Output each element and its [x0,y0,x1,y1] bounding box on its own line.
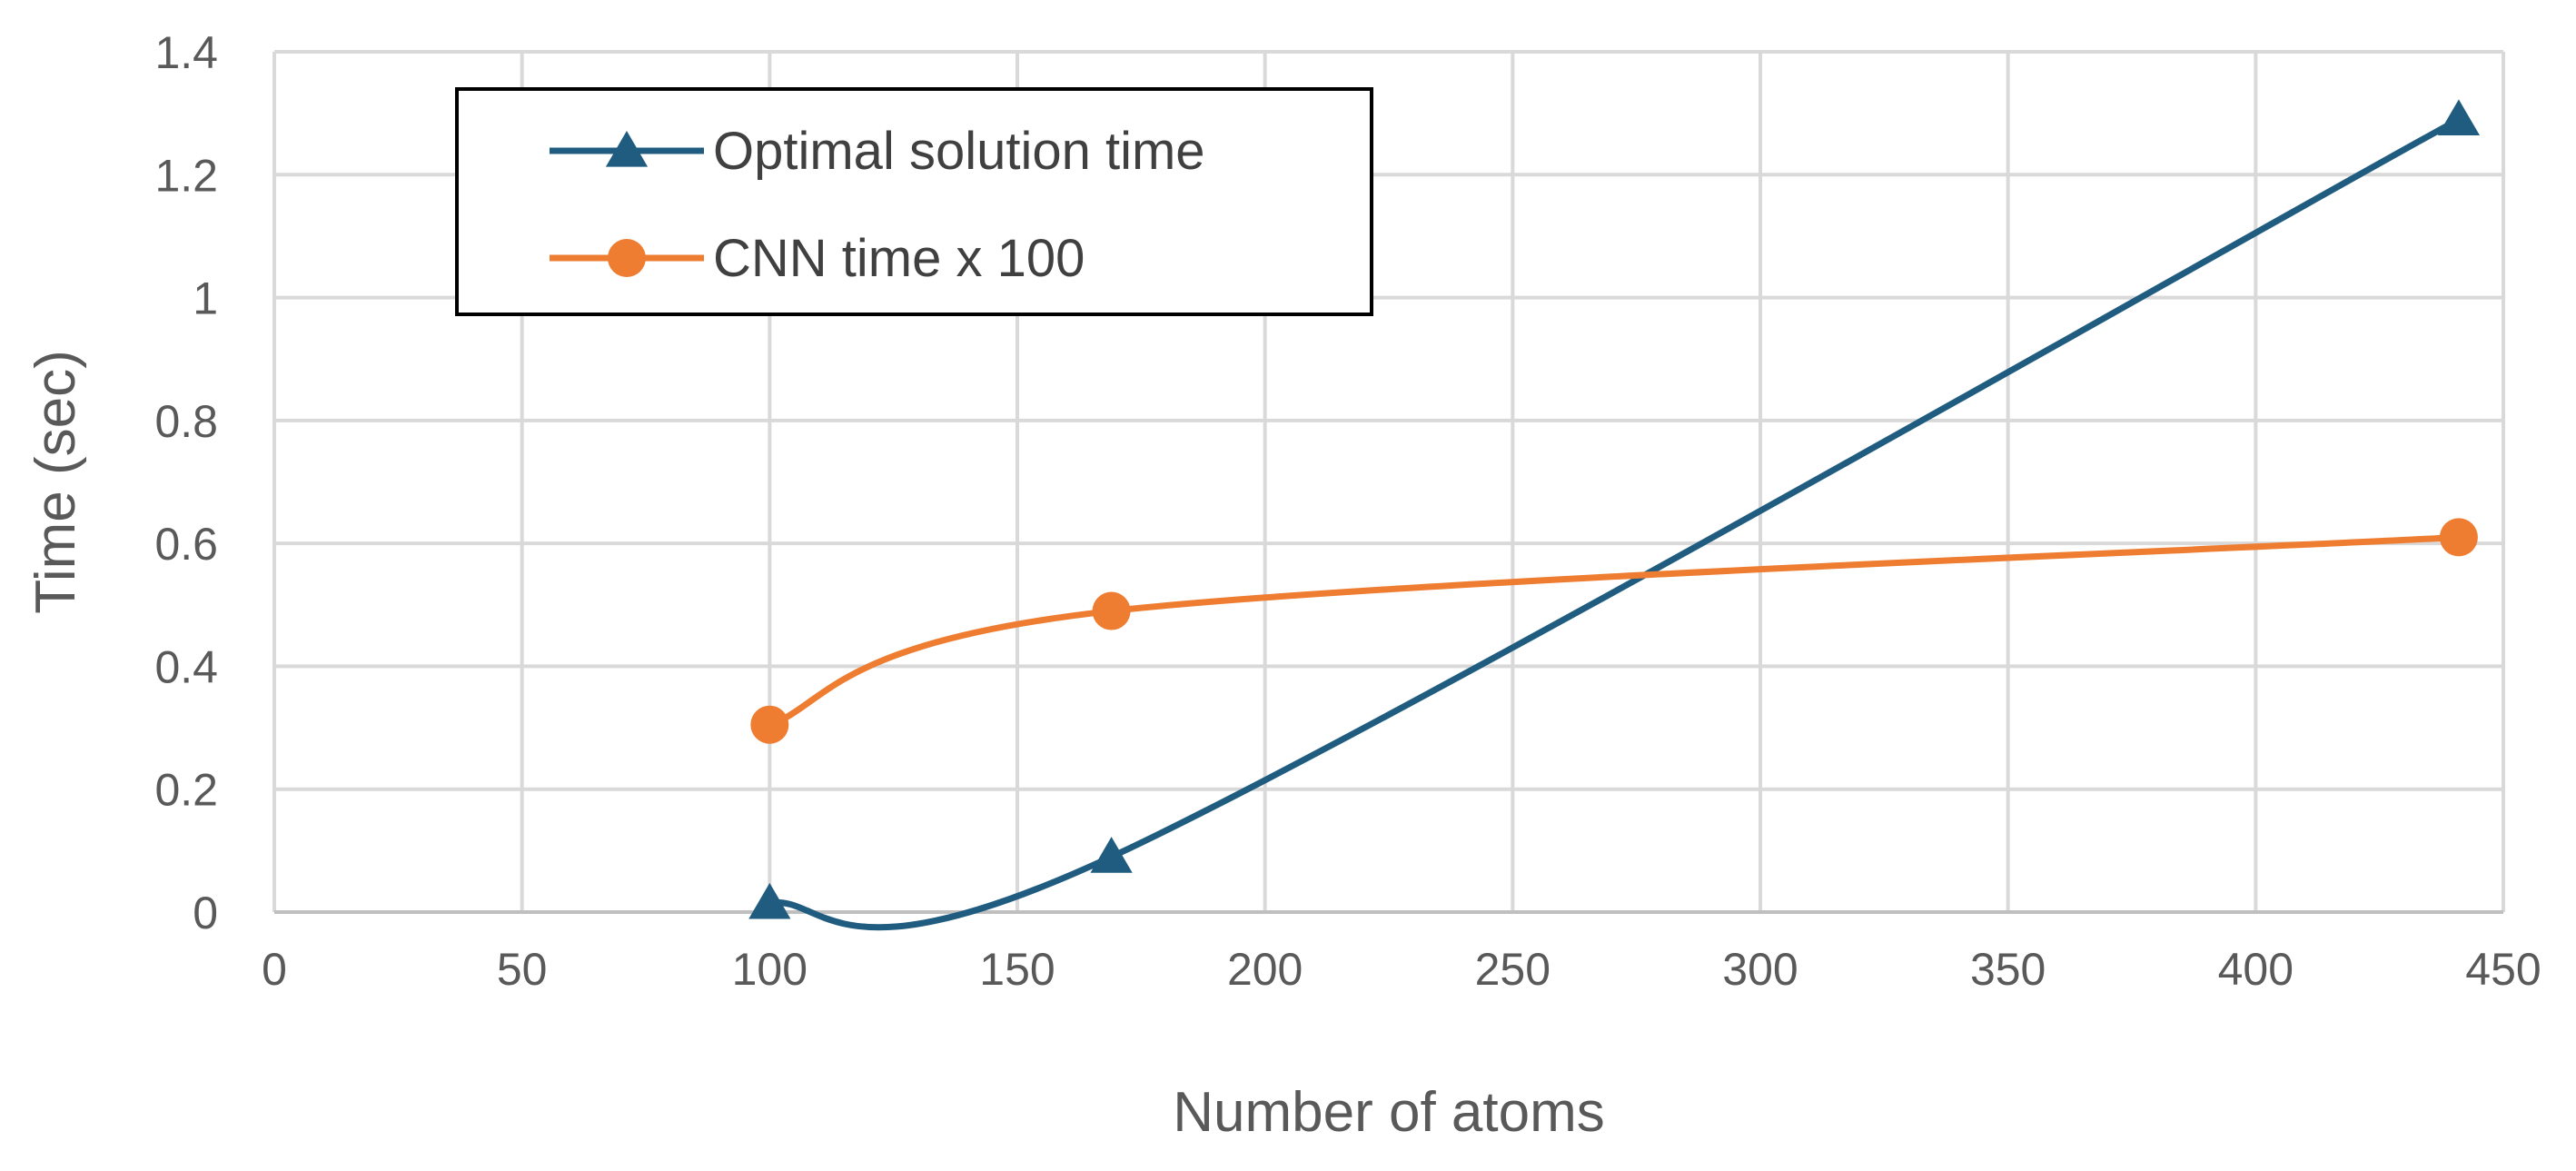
x-tick-label: 350 [1970,944,2046,995]
y-tick-label: 0.6 [154,519,218,570]
circle-marker-icon [608,239,646,277]
series-1 [748,99,2481,931]
triangle-marker-icon [605,131,649,167]
x-tick-label: 200 [1227,944,1303,995]
y-tick-label: 0.8 [154,396,218,447]
x-tick-label: 150 [979,944,1055,995]
legend-label: CNN time x 100 [713,229,1085,288]
series-2 [750,518,2478,744]
tick-labels: 0 50 100 150 200 250 300 350 400 450 0 0.2 0.4 0.6 0.8… [154,27,2541,995]
x-tick-label: 400 [2218,944,2294,995]
x-tick-label: 300 [1722,944,1798,995]
data-point [2439,518,2478,557]
y-tick-label: 1 [193,273,218,324]
data-point [1090,837,1133,873]
series-line [766,115,2462,931]
legend-item: CNN time x 100 [550,229,1085,288]
legend-label: Optimal solution time [713,122,1205,181]
x-axis-title: Number of atoms [1173,1081,1605,1144]
x-tick-label: 0 [262,944,287,995]
y-tick-label: 1.4 [154,27,218,78]
data-point [2437,99,2481,136]
x-tick-label: 50 [497,944,548,995]
data-point [1092,591,1131,630]
x-tick-label: 250 [1475,944,1551,995]
series-group [748,99,2481,931]
y-tick-label: 0.2 [154,765,218,816]
legend: Optimal solution time CNN time x 100 [455,87,1373,316]
data-point [750,705,789,744]
y-tick-label: 1.2 [154,150,218,201]
y-axis-title: Time (sec) [25,350,87,613]
x-tick-label: 100 [732,944,807,995]
data-point [748,882,791,919]
y-tick-label: 0.4 [154,641,218,692]
legend-box [455,87,1373,316]
series-line [766,533,2462,729]
legend-item: Optimal solution time [550,122,1205,181]
y-tick-label: 0 [193,888,218,938]
x-tick-label: 450 [2465,944,2541,995]
